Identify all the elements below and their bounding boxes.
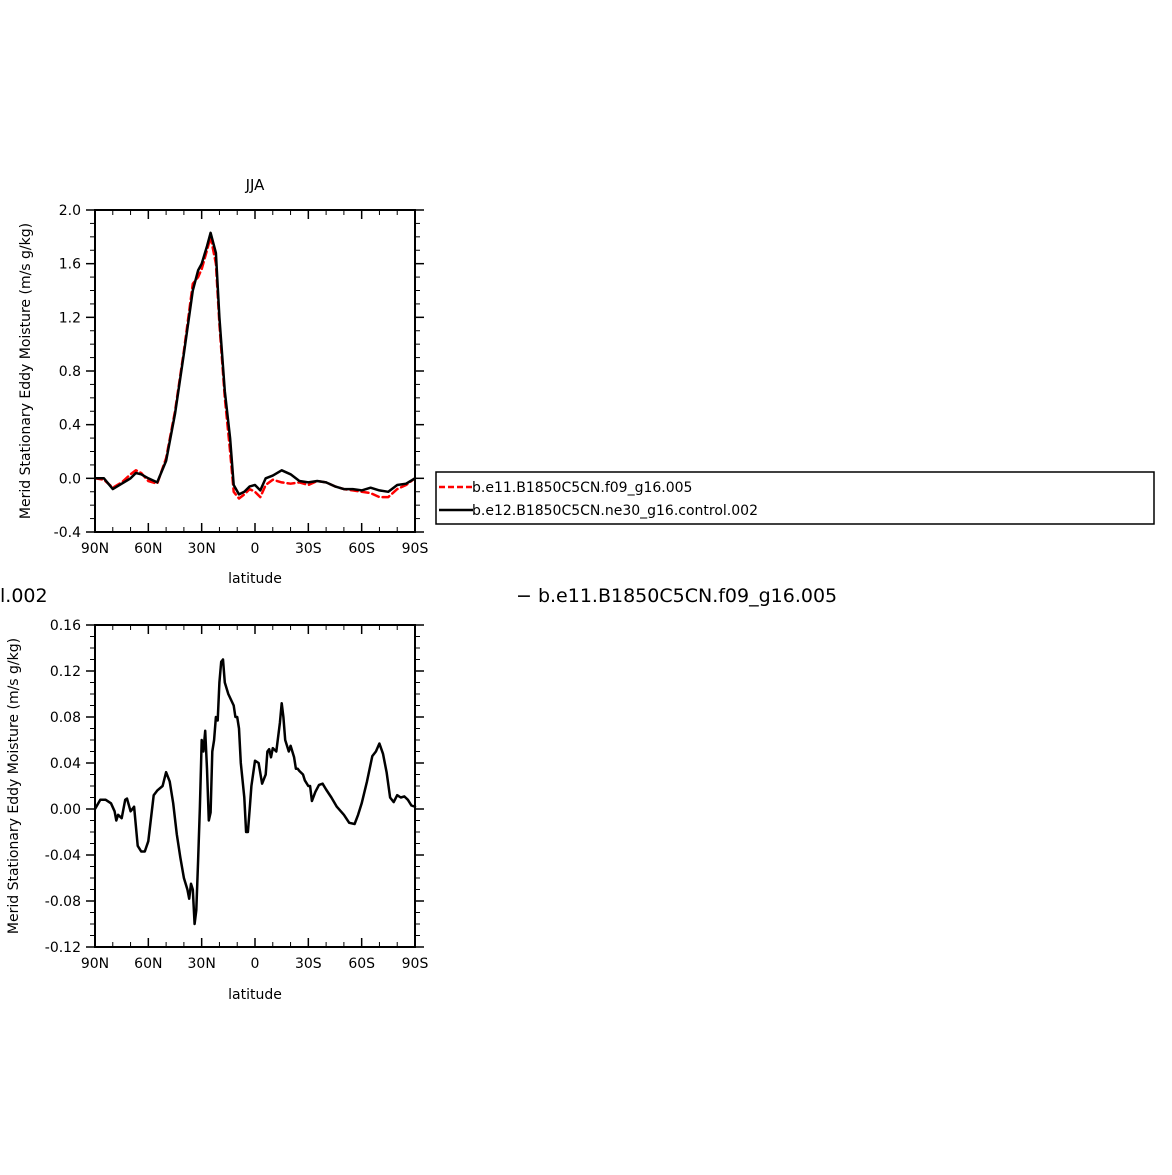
bottom-heading-left: l.002: [0, 585, 48, 607]
bot-y-tick-label: -0.04: [45, 848, 81, 864]
top-y-tick-label: 0.8: [59, 364, 81, 380]
bot-x-tick-label: 60N: [134, 956, 162, 972]
legend-label-series-1: b.e11.B1850C5CN.f09_g16.005: [472, 480, 692, 496]
bot-x-tick-label: 90N: [81, 956, 109, 972]
top-x-axis-label: latitude: [228, 571, 282, 587]
top-y-tick-labels: -0.4 0.0 0.4 0.8 1.2 1.6 2.0: [54, 203, 81, 541]
top-y-tick-label: -0.4: [54, 525, 81, 541]
top-x-tick-label: 90S: [402, 541, 429, 557]
top-x-tick-label: 30S: [295, 541, 322, 557]
bot-x-tick-label: 60S: [348, 956, 375, 972]
bot-x-tick-label: 0: [251, 956, 260, 972]
bottom-y-tick-labels: -0.12 -0.08 -0.04 0.00 0.04 0.08 0.12 0.16: [45, 618, 81, 956]
bottom-panel: l.002 − b.e11.B1850C5CN.f09_g16.005 90N 6…: [0, 585, 837, 1003]
top-x-tick-label: 90N: [81, 541, 109, 557]
top-axis-ticks: [86, 209, 424, 533]
legend-box: [435, 471, 1155, 525]
bot-y-tick-label: -0.08: [45, 894, 81, 910]
bottom-series-lines: [93, 658, 417, 926]
bottom-x-tick-labels: 90N 60N 30N 0 30S 60S 90S: [81, 956, 429, 972]
bot-y-tick-label: 0.12: [50, 664, 81, 680]
bottom-axis-ticks: [86, 624, 424, 948]
top-series-lines: [93, 231, 417, 500]
top-y-tick-label: 1.6: [59, 257, 81, 273]
bottom-y-axis-label: Merid Stationary Eddy Moisture (m/s g/kg…: [6, 638, 22, 934]
top-x-tick-label: 60S: [348, 541, 375, 557]
top-y-tick-label: 1.2: [59, 310, 81, 326]
top-x-tick-label: 0: [251, 541, 260, 557]
legend-label-series-2: b.e12.B1850C5CN.ne30_g16.control.002: [472, 503, 758, 519]
top-chart-title: JJA: [245, 176, 266, 194]
top-y-axis-label: Merid Stationary Eddy Moisture (m/s g/kg…: [18, 223, 34, 519]
top-plot-frame: [94, 209, 416, 533]
top-series-line-1: [93, 235, 417, 500]
bot-series-line-1: [93, 658, 417, 926]
top-x-tick-label: 30N: [188, 541, 216, 557]
top-series-line-2: [93, 231, 417, 496]
bot-x-tick-label: 30S: [295, 956, 322, 972]
bot-y-tick-label: 0.16: [50, 618, 81, 634]
bot-y-tick-label: 0.00: [50, 802, 81, 818]
top-y-tick-label: 0.4: [59, 418, 81, 434]
bottom-plot-area: 90N 60N 30N 0 30S 60S 90S -0.12 -0.08 -0.04 0.00 0…: [45, 618, 429, 972]
bot-y-tick-label: -0.12: [45, 940, 81, 956]
bot-y-tick-label: 0.04: [50, 756, 81, 772]
top-panel: JJA 90N 60N 30N 0 30S 60S 90S -0.4 0.0 0.4 0.8 1.2…: [18, 176, 428, 587]
top-y-tick-label: 2.0: [59, 203, 81, 219]
legend: b.e11.B1850C5CN.f09_g16.005 b.e12.B1850C…: [435, 471, 1155, 525]
top-y-tick-label: 0.0: [59, 471, 81, 487]
top-plot-area: 90N 60N 30N 0 30S 60S 90S -0.4 0.0 0.4 0.8 1.2 1.6 2…: [54, 203, 429, 557]
bot-y-tick-label: 0.08: [50, 710, 81, 726]
bot-x-tick-label: 90S: [402, 956, 429, 972]
bottom-heading-right: − b.e11.B1850C5CN.f09_g16.005: [516, 585, 837, 607]
bottom-x-axis-label: latitude: [228, 987, 282, 1003]
top-x-tick-label: 60N: [134, 541, 162, 557]
bot-x-tick-label: 30N: [188, 956, 216, 972]
top-x-tick-labels: 90N 60N 30N 0 30S 60S 90S: [81, 541, 429, 557]
